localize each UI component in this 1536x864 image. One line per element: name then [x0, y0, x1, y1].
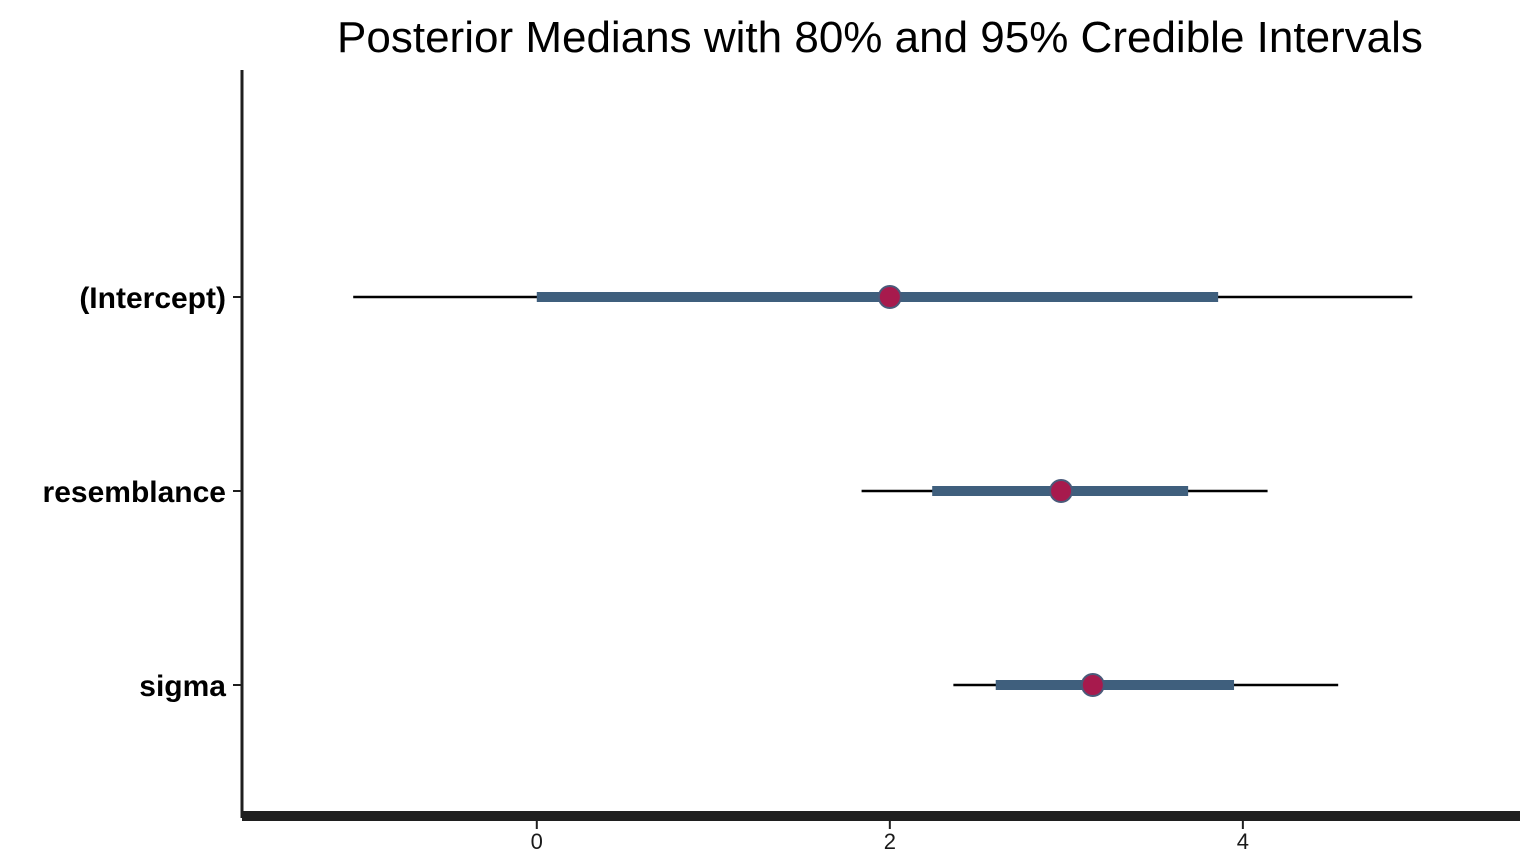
x-tick-label: 2: [884, 829, 896, 854]
y-tick-label: (Intercept): [79, 282, 226, 315]
x-tick-label: 0: [531, 829, 543, 854]
x-tick-label: 4: [1237, 829, 1249, 854]
median-point: [1080, 673, 1105, 697]
median-point: [1049, 479, 1074, 503]
x-axis-ticks: 0 2 4: [531, 821, 1249, 854]
y-tick-label: resemblance: [43, 476, 226, 509]
y-tick-label: sigma: [139, 670, 226, 703]
median-point: [877, 285, 902, 309]
interval-marks: [353, 285, 1413, 697]
y-axis-ticks: (Intercept) resemblance sigma: [43, 282, 242, 703]
chart-title: Posterior Medians with 80% and 95% Credi…: [337, 13, 1423, 62]
